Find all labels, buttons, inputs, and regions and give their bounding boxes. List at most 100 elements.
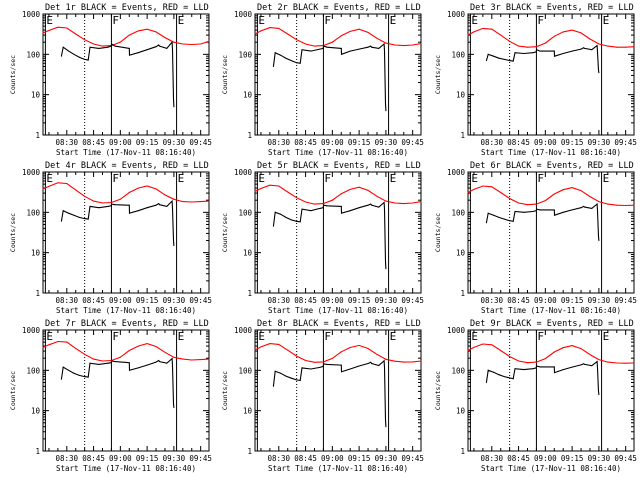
lld-point — [164, 351, 166, 353]
y-tick-label: 1000 — [22, 168, 41, 177]
x-tick-label: 09:15 — [136, 138, 159, 147]
x-tick-label: 08:45 — [82, 138, 105, 147]
lld-point — [491, 186, 493, 188]
events-point — [383, 43, 385, 45]
x-tick-label: 09:45 — [614, 138, 637, 147]
lld-point — [314, 361, 315, 363]
x-tick-label: 09:00 — [109, 138, 132, 147]
events-point — [583, 47, 585, 49]
lld-point — [518, 202, 520, 204]
lld-point — [518, 360, 520, 362]
events-point — [358, 365, 360, 367]
events-point — [137, 367, 139, 369]
events-point — [553, 366, 555, 368]
lld-point — [467, 34, 469, 36]
y-tick-label: 1 — [460, 131, 465, 140]
marker-flag: F — [537, 172, 544, 185]
lld-point — [331, 357, 333, 359]
events-point — [487, 53, 489, 55]
lld-point — [296, 197, 298, 199]
marker-flag: E — [471, 14, 478, 27]
events-point — [296, 220, 298, 222]
events-point — [498, 57, 500, 59]
lld-point — [146, 28, 148, 30]
events-point — [536, 208, 538, 210]
marker-flag: E — [258, 172, 265, 185]
events-point — [340, 364, 342, 366]
events-point — [493, 55, 495, 57]
events-series-line — [60, 199, 175, 246]
y-tick-label: 1 — [247, 289, 252, 298]
lld-point — [102, 360, 103, 362]
events-point — [383, 202, 385, 203]
events-point — [384, 50, 385, 52]
events-point — [384, 208, 385, 210]
events-point — [274, 370, 276, 372]
panel-det-6: Det 6r BLACK = Events, RED = LLD 1 10 100 10… — [434, 161, 637, 315]
events-point — [514, 368, 516, 370]
events-point — [487, 212, 489, 214]
events-point — [111, 203, 113, 205]
events-point — [485, 382, 487, 383]
events-point — [523, 369, 525, 371]
events-point — [87, 218, 89, 220]
events-point — [326, 46, 328, 48]
x-tick-label: 08:30 — [481, 454, 504, 463]
lld-point — [93, 200, 95, 202]
events-point — [371, 363, 373, 364]
events-point — [172, 365, 173, 367]
events-point — [370, 45, 372, 47]
lld-point — [527, 362, 528, 364]
marker-flag: E — [603, 14, 610, 27]
lld-point — [467, 350, 469, 351]
events-point — [378, 206, 380, 208]
lld-point — [102, 45, 103, 47]
events-point — [493, 371, 495, 373]
events-point — [60, 378, 62, 380]
lld-point — [314, 45, 315, 47]
events-point — [129, 54, 130, 56]
lld-point — [616, 362, 618, 364]
lld-point — [625, 46, 627, 48]
lld-point — [191, 44, 193, 45]
lld-point — [633, 46, 635, 48]
events-point — [280, 213, 282, 215]
lld-point — [367, 348, 369, 349]
events-point — [272, 385, 274, 387]
panel-title: Det 1r BLACK = Events, RED = LLD — [45, 3, 209, 13]
x-tick-label: 09:15 — [348, 138, 371, 147]
lld-point — [208, 358, 210, 360]
lld-point — [155, 188, 157, 190]
events-point — [598, 72, 600, 74]
events-point — [554, 214, 555, 216]
events-point — [128, 47, 130, 49]
marker-flag: E — [178, 172, 185, 185]
events-point — [310, 50, 312, 52]
events-point — [535, 210, 537, 212]
lld-point — [527, 204, 528, 206]
events-point — [319, 366, 321, 368]
lld-point — [48, 185, 50, 187]
events-point — [385, 426, 387, 428]
events-point — [536, 49, 538, 51]
lld-point — [84, 195, 86, 197]
events-point — [341, 53, 342, 55]
plot-frame — [467, 329, 635, 452]
lld-point — [42, 188, 44, 190]
lld-point — [155, 346, 157, 347]
events-point — [137, 52, 139, 54]
x-tick-label: 09:45 — [401, 454, 424, 463]
lld-point — [482, 185, 484, 187]
lld-point — [633, 204, 635, 206]
events-point — [367, 363, 369, 364]
events-point — [73, 372, 75, 374]
lld-point — [128, 34, 130, 36]
lld-point — [607, 361, 609, 363]
lld-point — [66, 27, 68, 29]
events-point — [173, 106, 175, 108]
lld-point — [473, 346, 475, 348]
events-point — [367, 46, 369, 48]
events-point — [358, 207, 360, 209]
lld-point — [412, 44, 414, 46]
lld-point — [146, 343, 148, 345]
